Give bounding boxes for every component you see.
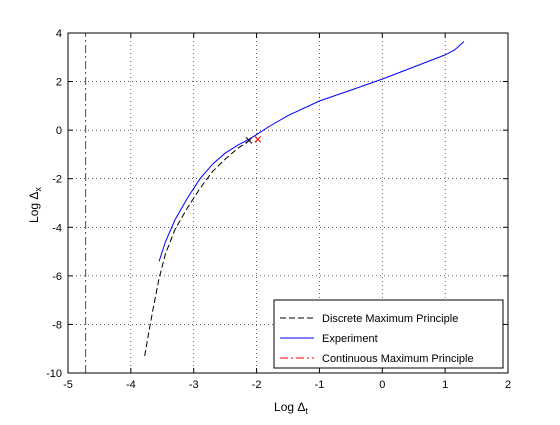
y-tick-label: -4 (52, 222, 62, 234)
x-tick-label: -5 (63, 379, 73, 391)
x-axis-label: Log Δt (274, 400, 308, 416)
y-axis-label-subscript: x (33, 187, 43, 192)
x-tick-label: 1 (442, 379, 448, 391)
y-tick-label: -6 (52, 271, 62, 283)
x-axis-label-subscript: t (305, 406, 308, 416)
y-axis-label: Log Δx (27, 187, 43, 223)
legend: Discrete Maximum Principle Experiment Cont… (273, 299, 504, 369)
x-tick-label: -4 (126, 379, 136, 391)
x-tick-label: -2 (252, 379, 262, 391)
x-tick-label: -1 (315, 379, 325, 391)
series-line-0 (144, 139, 251, 357)
y-tick-label: -10 (46, 368, 62, 380)
y-tick-label: 0 (56, 125, 62, 137)
plot-frame (67, 32, 509, 374)
y-tick-label: -2 (52, 174, 62, 186)
legend-label-1: Experiment (322, 333, 378, 345)
y-tick-label: -8 (52, 319, 62, 331)
y-tick-label: 4 (56, 28, 62, 40)
legend-label-2: Continuous Maximum Principle (322, 353, 474, 365)
series-line-1 (158, 41, 465, 262)
x-marker-0 (245, 136, 253, 144)
legend-label-0: Discrete Maximum Principle (322, 313, 458, 325)
x-tick-label: -3 (189, 379, 199, 391)
series-layer (85, 33, 465, 373)
legend-box (273, 299, 504, 369)
x-tick-label: 0 (379, 379, 385, 391)
x-tick-label: 2 (505, 379, 511, 391)
y-tick-label: 2 (56, 77, 62, 89)
x-marker-1 (254, 136, 262, 143)
marker-layer (245, 136, 262, 144)
